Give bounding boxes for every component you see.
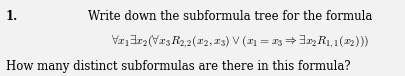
Text: $\forall x_1 \exists x_2 (\forall x_3 R_{2,2}(x_2, x_3) \vee (x_1 = x_3 \Rightar: $\forall x_1 \exists x_2 (\forall x_3 R_…: [111, 34, 368, 50]
Text: 1.: 1.: [6, 10, 18, 23]
Text: How many distinct subformulas are there in this formula?: How many distinct subformulas are there …: [6, 60, 350, 73]
Text: Write down the subformula tree for the formula: Write down the subformula tree for the f…: [87, 10, 371, 23]
